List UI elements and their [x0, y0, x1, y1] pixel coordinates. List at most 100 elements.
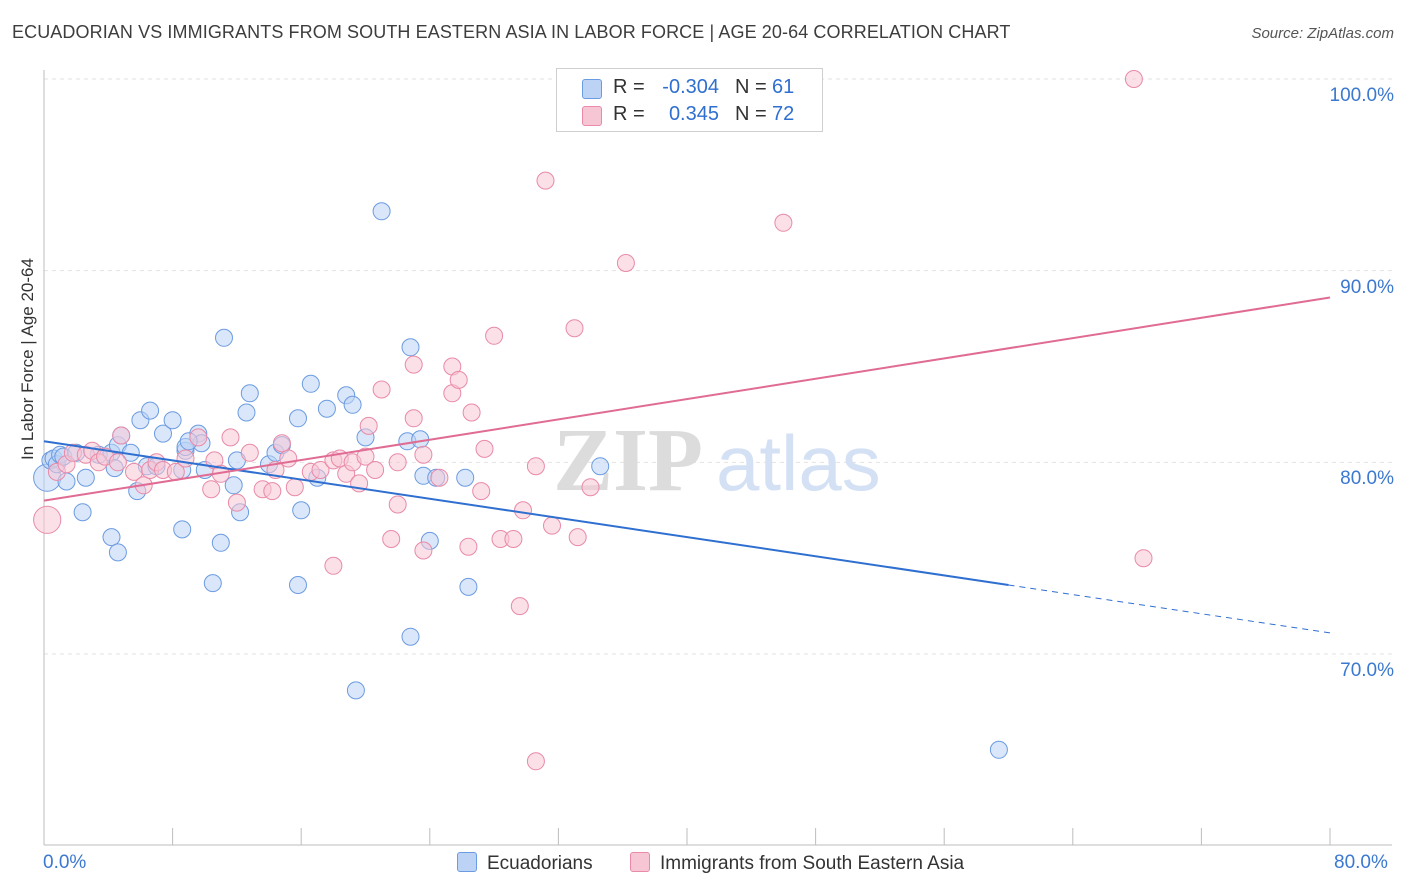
point-immigrants: [510, 597, 529, 616]
point-immigrants: [1134, 549, 1153, 568]
point-immigrants: [285, 478, 304, 497]
point-ecuadorians: [211, 533, 230, 552]
bottom-legend-swatch-blue: [457, 852, 477, 872]
legend-r-label: R =: [613, 76, 645, 98]
legend-r-label: R =: [613, 103, 645, 125]
point-immigrants: [108, 453, 127, 472]
x-axis-min-label: 0.0%: [43, 852, 87, 873]
point-immigrants: [514, 501, 532, 520]
point-ecuadorians: [456, 468, 475, 487]
point-ecuadorians: [76, 468, 95, 487]
point-immigrants: [475, 439, 494, 458]
point-immigrants: [485, 326, 504, 345]
point-immigrants: [404, 409, 423, 428]
point-ecuadorians: [289, 409, 307, 428]
point-ecuadorians: [343, 395, 362, 414]
point-immigrants: [189, 428, 208, 447]
point-immigrants: [366, 461, 385, 479]
point-ecuadorians: [173, 520, 192, 539]
bottom-legend-ecuadorians-label: Ecuadorians: [487, 853, 593, 874]
correlation-legend: R = -0.304 N = 61 R = 0.345 N = 72: [556, 68, 823, 132]
source-label: Source: ZipAtlas.com: [1251, 25, 1394, 42]
point-immigrants: [536, 171, 555, 190]
point-immigrants: [462, 403, 481, 422]
point-immigrants: [414, 541, 433, 560]
point-immigrants: [33, 505, 62, 534]
watermark-atlas: atlas: [716, 419, 881, 507]
y-axis-label: In Labor Force | Age 20-64: [18, 258, 37, 460]
point-ecuadorians: [591, 457, 610, 476]
chart-title: ECUADORIAN VS IMMIGRANTS FROM SOUTH EAST…: [12, 22, 1011, 42]
bottom-legend-immigrants[interactable]: Immigrants from South Eastern Asia: [630, 852, 964, 875]
point-ecuadorians: [372, 202, 391, 221]
point-ecuadorians: [73, 503, 92, 522]
point-ecuadorians: [108, 543, 127, 562]
point-ecuadorians: [292, 501, 311, 520]
trend-lines: [43, 296, 1331, 634]
point-immigrants: [568, 528, 587, 547]
watermark-zip: ZIP: [553, 411, 703, 510]
y-tick-label: 100.0%: [1329, 85, 1394, 106]
legend-swatch-blue: [582, 79, 602, 99]
point-immigrants: [388, 495, 407, 514]
point-immigrants: [616, 254, 635, 272]
bottom-legend-swatch-pink: [630, 852, 650, 872]
trend-line-ecuadorians-extension: [1008, 584, 1331, 634]
point-immigrants: [263, 482, 282, 501]
point-immigrants: [472, 482, 491, 501]
point-immigrants: [1124, 70, 1143, 88]
point-immigrants: [311, 461, 330, 479]
scatter-points: [33, 70, 1153, 771]
point-immigrants: [430, 468, 449, 487]
x-axis-max-label: 80.0%: [1334, 852, 1388, 873]
trend-line-immigrants: [43, 296, 1331, 502]
y-tick-label: 90.0%: [1340, 276, 1394, 298]
legend-n-label: N =: [735, 103, 767, 125]
point-ecuadorians: [989, 740, 1008, 759]
point-immigrants: [581, 478, 600, 497]
point-ecuadorians: [240, 384, 259, 403]
legend-row-ecuadorians: R = -0.304 N = 61: [557, 74, 822, 102]
legend-n-value: 72: [772, 103, 795, 125]
point-ecuadorians: [102, 528, 121, 547]
point-immigrants: [324, 556, 343, 575]
point-immigrants: [372, 380, 391, 399]
point-ecuadorians: [215, 328, 233, 347]
point-immigrants: [404, 355, 423, 374]
legend-n-value: 61: [772, 76, 795, 98]
y-tick-label: 80.0%: [1340, 468, 1394, 490]
point-ecuadorians: [163, 411, 182, 430]
point-ecuadorians: [289, 576, 307, 594]
watermark: ZIP atlas: [553, 411, 881, 510]
legend-swatch-pink: [582, 106, 602, 126]
point-immigrants: [221, 428, 240, 447]
point-ecuadorians: [203, 574, 222, 593]
point-ecuadorians: [459, 577, 478, 596]
point-immigrants: [112, 426, 131, 445]
point-immigrants: [240, 443, 259, 462]
point-immigrants: [526, 457, 545, 476]
legend-r-value: 0.345: [668, 103, 719, 125]
y-tick-label: 70.0%: [1340, 660, 1394, 681]
point-ecuadorians: [224, 476, 243, 495]
point-ecuadorians: [401, 338, 420, 357]
legend-r-value: -0.304: [662, 76, 719, 98]
point-immigrants: [356, 447, 375, 466]
point-immigrants: [774, 213, 793, 232]
point-ecuadorians: [317, 399, 336, 418]
point-immigrants: [414, 445, 433, 464]
bottom-legend-ecuadorians[interactable]: Ecuadorians: [457, 852, 593, 875]
point-immigrants: [449, 370, 468, 389]
point-ecuadorians: [301, 374, 320, 393]
point-immigrants: [543, 516, 561, 535]
point-immigrants: [202, 480, 221, 499]
legend-row-immigrants: R = 0.345 N = 72: [557, 101, 822, 129]
point-immigrants: [176, 449, 195, 468]
point-ecuadorians: [401, 627, 420, 646]
point-ecuadorians: [154, 424, 172, 443]
point-immigrants: [388, 453, 407, 472]
trend-line-ecuadorians: [43, 440, 1009, 586]
point-ecuadorians: [346, 681, 365, 700]
gridlines: [44, 78, 1392, 655]
